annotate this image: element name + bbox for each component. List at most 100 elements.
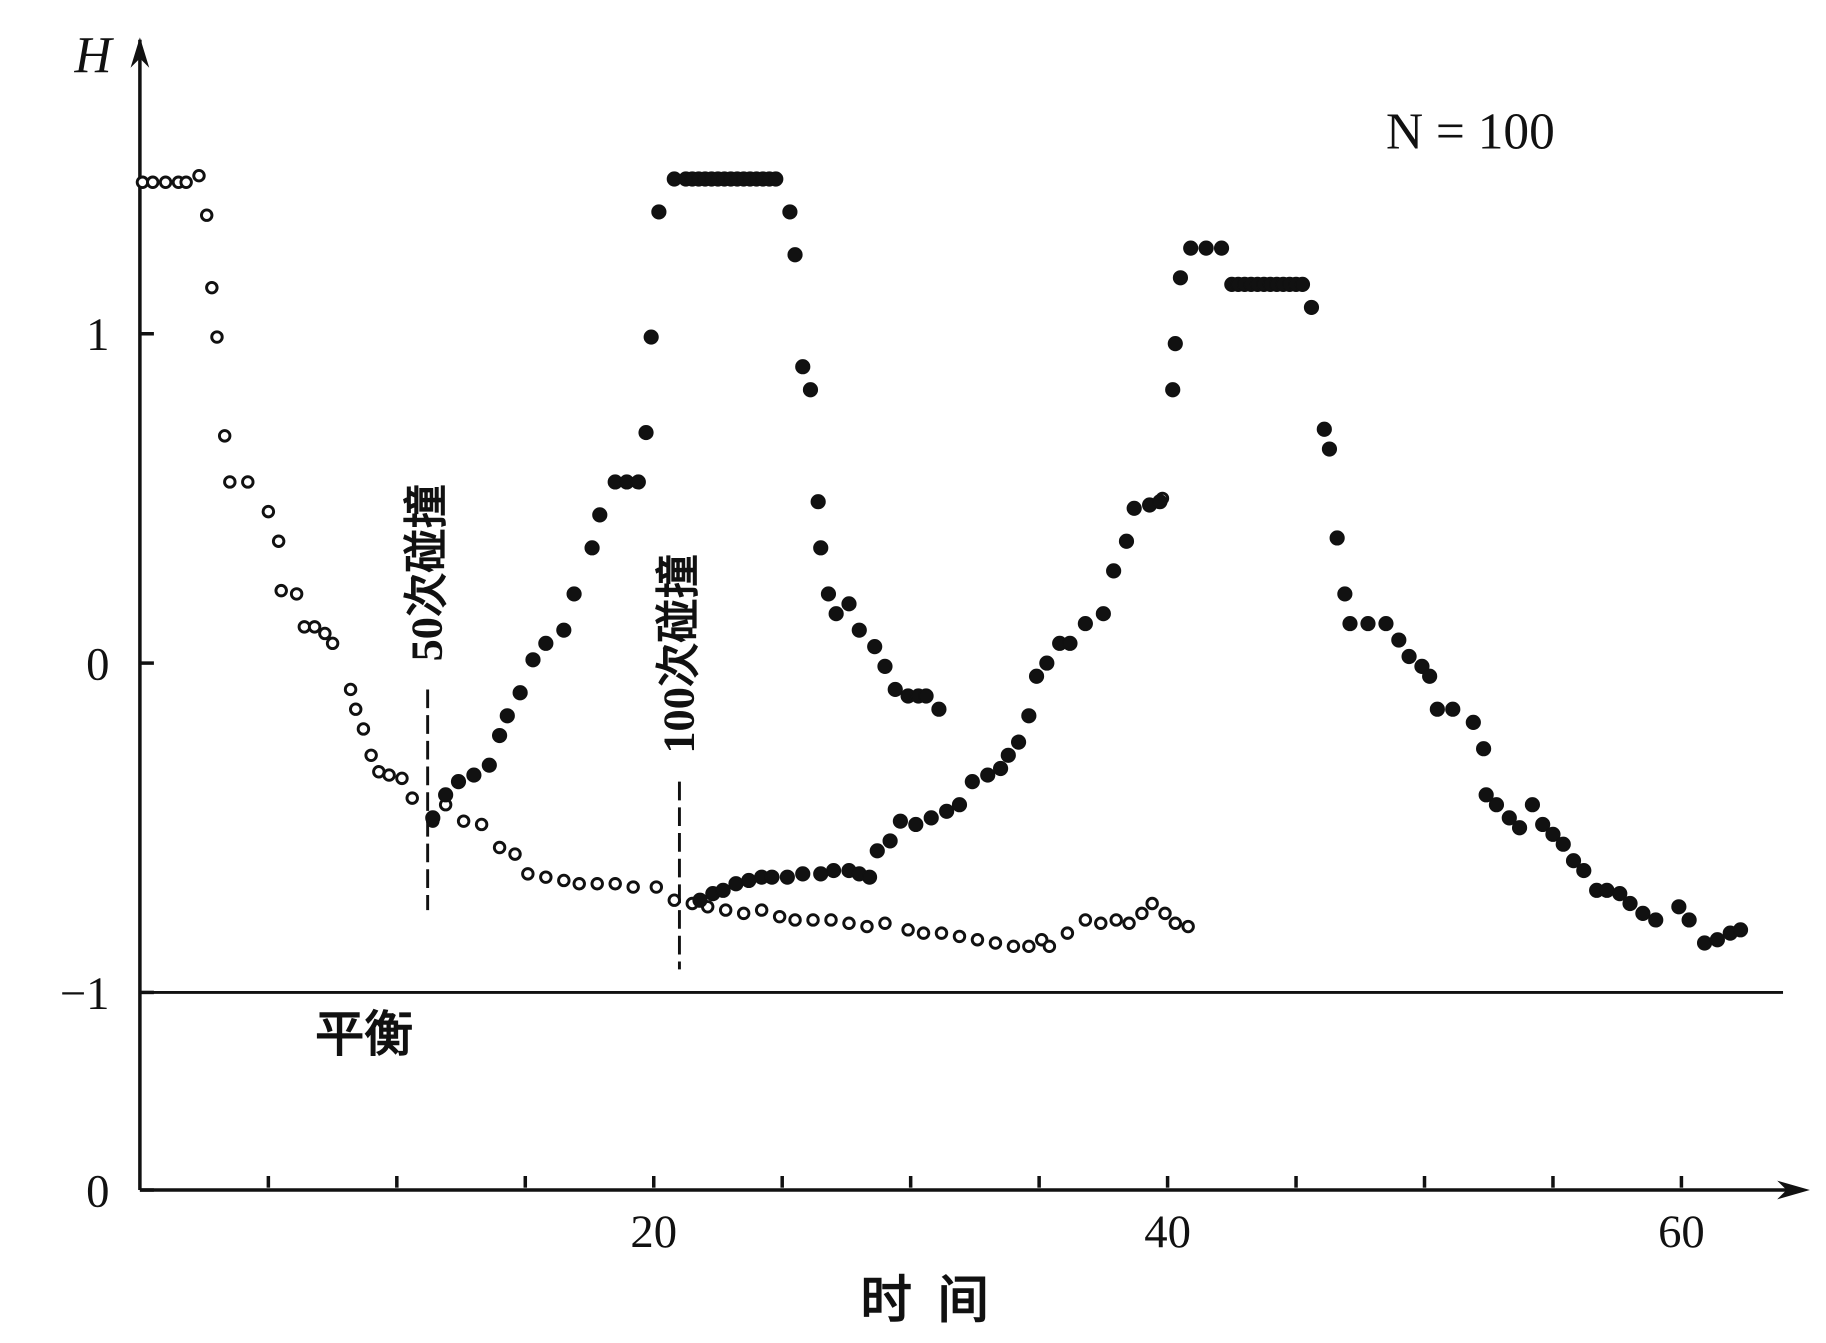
data-point — [1445, 701, 1461, 717]
data-point — [939, 803, 955, 819]
data-point — [425, 810, 441, 826]
data-point — [499, 708, 515, 724]
data-point — [539, 870, 553, 884]
data-point — [813, 866, 829, 882]
data-point — [466, 767, 482, 783]
data-point — [1576, 862, 1592, 879]
data-point — [768, 171, 784, 187]
x-tick-label: 60 — [1658, 1206, 1705, 1258]
data-point — [630, 474, 646, 490]
data-point — [1213, 240, 1230, 256]
data-point — [1181, 919, 1195, 934]
data-point — [1106, 563, 1122, 579]
data-point — [1501, 810, 1517, 826]
data-point — [788, 913, 802, 927]
data-point — [1095, 606, 1111, 622]
data-point — [1648, 912, 1664, 928]
data-point — [795, 359, 811, 375]
data-point — [869, 843, 885, 859]
data-point — [1535, 816, 1551, 833]
data-point — [271, 534, 286, 548]
data-point — [525, 652, 541, 668]
data-point — [1042, 939, 1057, 954]
data-point — [1294, 276, 1311, 292]
data-point — [934, 926, 949, 940]
x-tick-label: 20 — [630, 1206, 677, 1258]
data-point — [1060, 926, 1075, 940]
data-point — [1094, 916, 1108, 930]
data-point — [692, 892, 708, 908]
data-point — [813, 540, 829, 556]
data-point — [241, 475, 255, 489]
annotation: N = 100 — [1386, 103, 1555, 160]
data-point — [964, 774, 980, 790]
data-point — [1152, 494, 1168, 510]
data-point — [715, 882, 731, 898]
y-tick-label: 0 — [86, 1165, 109, 1217]
y-arrow — [130, 37, 150, 68]
data-point — [951, 797, 968, 813]
y-axis-label: H — [74, 27, 115, 84]
data-point — [1062, 635, 1078, 651]
data-point — [887, 681, 903, 698]
data-point — [456, 814, 471, 828]
data-point — [825, 862, 842, 879]
data-point — [931, 701, 947, 717]
data-point — [1681, 912, 1697, 928]
data-point — [1183, 240, 1199, 256]
data-point — [1414, 658, 1430, 674]
data-point — [851, 622, 867, 638]
data-point — [508, 847, 522, 861]
data-point — [1316, 421, 1332, 437]
data-point — [651, 204, 667, 220]
data-point — [1401, 648, 1417, 665]
data-point — [348, 702, 363, 716]
data-point — [1429, 701, 1445, 717]
data-point — [1612, 886, 1628, 902]
data-point — [608, 877, 622, 891]
data-point — [728, 876, 744, 892]
data-point — [223, 475, 237, 489]
data-point — [806, 913, 820, 927]
x-arrow — [1777, 1180, 1810, 1200]
data-point — [512, 685, 528, 701]
data-point — [438, 787, 454, 803]
data-point — [1078, 913, 1093, 927]
data-point — [828, 606, 844, 622]
data-point — [592, 507, 608, 523]
data-point — [1028, 668, 1045, 684]
data-point — [923, 810, 939, 826]
data-point — [1303, 299, 1320, 316]
data-point — [1168, 916, 1183, 930]
data-point — [450, 774, 467, 790]
data-point — [146, 175, 160, 189]
data-point — [841, 596, 857, 612]
data-point — [736, 906, 751, 921]
data-point — [1635, 905, 1651, 921]
data-point — [556, 622, 572, 638]
data-point — [1010, 734, 1027, 750]
data-point — [795, 866, 811, 882]
data-point — [356, 722, 371, 736]
data-point — [1126, 500, 1142, 516]
data-point — [952, 929, 967, 944]
data-point — [1478, 787, 1494, 803]
data-point — [557, 873, 571, 888]
data-point — [1360, 615, 1376, 632]
data-point — [1342, 615, 1358, 632]
data-point — [860, 919, 874, 934]
data-point — [1077, 615, 1093, 632]
data-point — [1555, 836, 1571, 852]
data-point — [1599, 882, 1615, 898]
data-point — [521, 867, 535, 881]
data-point — [638, 424, 654, 441]
data-point — [364, 748, 378, 763]
data-point — [877, 658, 893, 674]
data-point — [192, 168, 206, 183]
data-point — [205, 280, 219, 295]
data-point — [405, 791, 419, 805]
reference-label: 平衡 — [315, 1007, 413, 1062]
data-point — [199, 208, 214, 222]
data-point — [810, 494, 826, 510]
